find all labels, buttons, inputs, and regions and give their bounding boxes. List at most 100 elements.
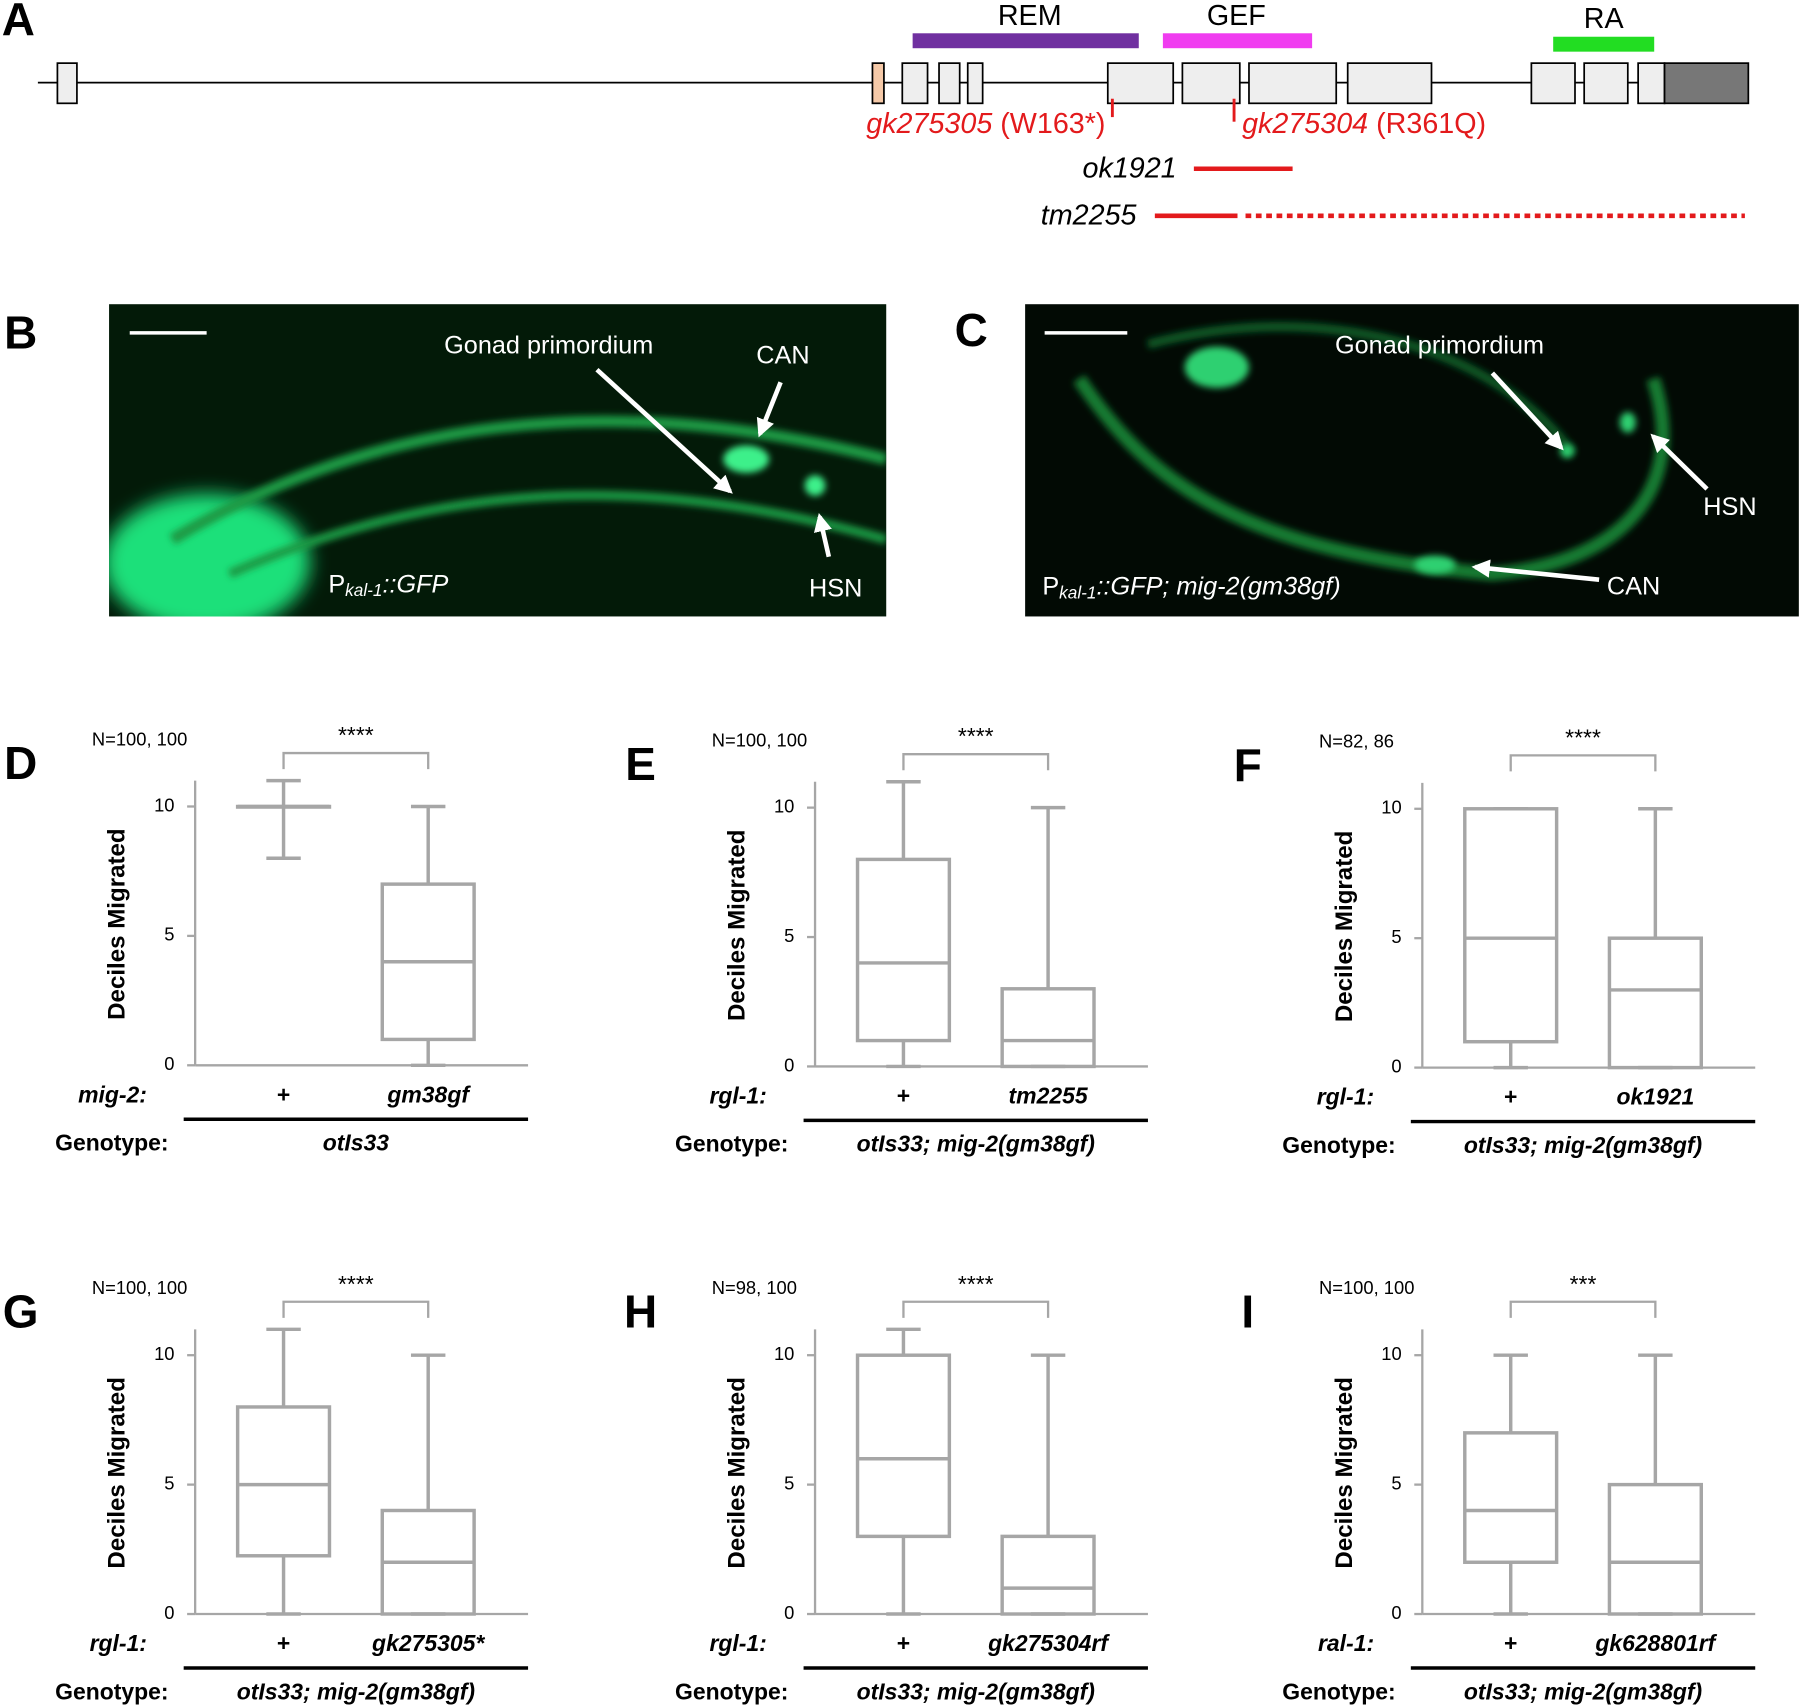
- allele-name: gk275304: [1242, 108, 1368, 140]
- promoter-sub: kal-1: [345, 580, 382, 600]
- reporter: ::GFP; mig-2(gm38gf): [1096, 572, 1340, 600]
- y-axis-title: Deciles Migrated: [723, 1377, 750, 1568]
- genotype: otIs33: [323, 1130, 390, 1156]
- box: [1607, 936, 1703, 1070]
- deletion-label: ok1921: [1083, 152, 1177, 184]
- domain-bar: [912, 33, 1139, 49]
- x-tick-label: +: [897, 1630, 910, 1656]
- y-axis-title: Deciles Migrated: [104, 1377, 131, 1568]
- n-label: N=82, 86: [1319, 731, 1394, 752]
- panel-label: E: [625, 738, 656, 790]
- annotation: CAN: [756, 342, 809, 370]
- deletion-label: tm2255: [1041, 200, 1138, 232]
- arrow: [813, 512, 832, 558]
- box-chart: F N=82, 86 **** Deciles Migrated 0 5 10 + ok1921…: [1234, 724, 1756, 1158]
- significance: ****: [338, 722, 374, 748]
- x-tick-label: +: [277, 1081, 290, 1107]
- y-tick-label: 0: [784, 1054, 794, 1075]
- y-axis-title: Deciles Migrated: [1331, 1377, 1358, 1568]
- exon: [1530, 62, 1576, 105]
- exon: [1637, 62, 1666, 105]
- y-axis-title: Deciles Migrated: [723, 830, 750, 1021]
- exon: [938, 62, 961, 105]
- exon: [901, 62, 929, 105]
- fluorescence: [1073, 322, 1670, 581]
- genotype: otIs33; mig-2(gm38gf): [857, 1678, 1095, 1704]
- promoter: P: [328, 570, 345, 598]
- panel-label: C: [955, 304, 988, 356]
- y-tick-label: 0: [784, 1602, 794, 1623]
- genotype: otIs33; mig-2(gm38gf): [1464, 1132, 1702, 1158]
- exon: [1346, 62, 1433, 105]
- exon: [1181, 62, 1241, 105]
- y-tick-label: 5: [1391, 926, 1401, 947]
- exon: [56, 62, 78, 105]
- reporter: ::GFP: [382, 570, 448, 598]
- y-tick-label: 5: [784, 925, 794, 946]
- y-tick-label: 10: [154, 1343, 174, 1364]
- promoter: P: [1042, 572, 1059, 600]
- significance-bracket: [282, 751, 430, 770]
- genotype: otIs33; mig-2(gm38gf): [857, 1131, 1095, 1157]
- n-label: N=98, 100: [712, 1277, 797, 1298]
- n-label: N=100, 100: [92, 728, 187, 749]
- gene-label: rgl-1:: [1317, 1084, 1374, 1110]
- box-chart: I N=100, 100 *** Deciles Migrated 0 5 10 + gk628…: [1241, 1271, 1756, 1704]
- x-tick-label: +: [897, 1083, 910, 1109]
- x-tick-label: gk275304rf: [987, 1630, 1110, 1656]
- genotype-label: Genotype:: [55, 1130, 168, 1156]
- box-chart: E N=100, 100 **** Deciles Migrated 0 5 10 + tm22…: [625, 723, 1148, 1157]
- x-tick-label: ok1921: [1616, 1084, 1694, 1110]
- y-tick-label: 0: [1391, 1602, 1401, 1623]
- exon: [1106, 62, 1175, 105]
- n-label: N=100, 100: [92, 1277, 187, 1298]
- promoter-sub: kal-1: [1059, 582, 1096, 602]
- significance-bracket: [902, 1300, 1050, 1318]
- panel-label: F: [1234, 739, 1262, 791]
- significance: ****: [1565, 724, 1601, 750]
- gene-label: mig-2:: [78, 1081, 147, 1107]
- panel-label: B: [4, 306, 37, 358]
- x-tick-label: +: [1504, 1630, 1517, 1656]
- gene-label: ral-1:: [1318, 1630, 1374, 1656]
- allele-change: (W163*): [1000, 108, 1105, 140]
- y-tick-label: 0: [164, 1053, 174, 1074]
- y-tick-label: 5: [164, 924, 174, 945]
- domain-label: GEF: [1207, 0, 1266, 32]
- panel-label: D: [4, 737, 37, 789]
- significance-bracket: [1509, 1300, 1657, 1318]
- genotype: otIs33; mig-2(gm38gf): [1464, 1678, 1702, 1704]
- allele-label: gk275304 (R361Q): [1242, 108, 1486, 140]
- n-label: N=100, 100: [712, 729, 807, 750]
- panel-label: A: [2, 0, 35, 45]
- gene-label: rgl-1:: [709, 1630, 766, 1656]
- annotation: HSN: [809, 575, 862, 603]
- annotation: Gonad primordium: [444, 331, 653, 359]
- significance-bracket: [902, 753, 1050, 771]
- reporter-label: Pkal-1::GFP: [328, 570, 448, 600]
- domain-bar: [1553, 36, 1655, 52]
- box: [1463, 807, 1559, 1044]
- domain-bar: [1162, 33, 1313, 49]
- box-chart: D N=100, 100 **** Deciles Migrated 0 5 10 + gm38…: [4, 722, 529, 1156]
- exons: [56, 62, 1750, 105]
- genotype-label: Genotype:: [55, 1678, 168, 1704]
- y-tick-label: 10: [1381, 1343, 1401, 1364]
- box: [1463, 1431, 1559, 1564]
- panel-label: H: [624, 1286, 657, 1338]
- exon: [1663, 62, 1750, 105]
- significance: ***: [1570, 1271, 1597, 1297]
- x-tick-label: gm38gf: [386, 1081, 471, 1107]
- significance-bracket: [1509, 754, 1657, 772]
- y-tick-label: 10: [774, 1343, 794, 1364]
- y-tick-label: 0: [164, 1602, 174, 1623]
- genotype-label: Genotype:: [675, 1131, 788, 1157]
- arrow: [595, 367, 733, 494]
- box-chart: G N=100, 100 **** Deciles Migrated 0 5 10 + gk27…: [3, 1271, 529, 1704]
- box: [235, 1405, 332, 1558]
- box: [1607, 1482, 1703, 1616]
- y-tick-label: 10: [1381, 797, 1401, 818]
- genotype-label: Genotype:: [1282, 1678, 1395, 1704]
- panel-b: B Gonad primordium CAN HSN Pkal-1::GFP: [4, 304, 887, 617]
